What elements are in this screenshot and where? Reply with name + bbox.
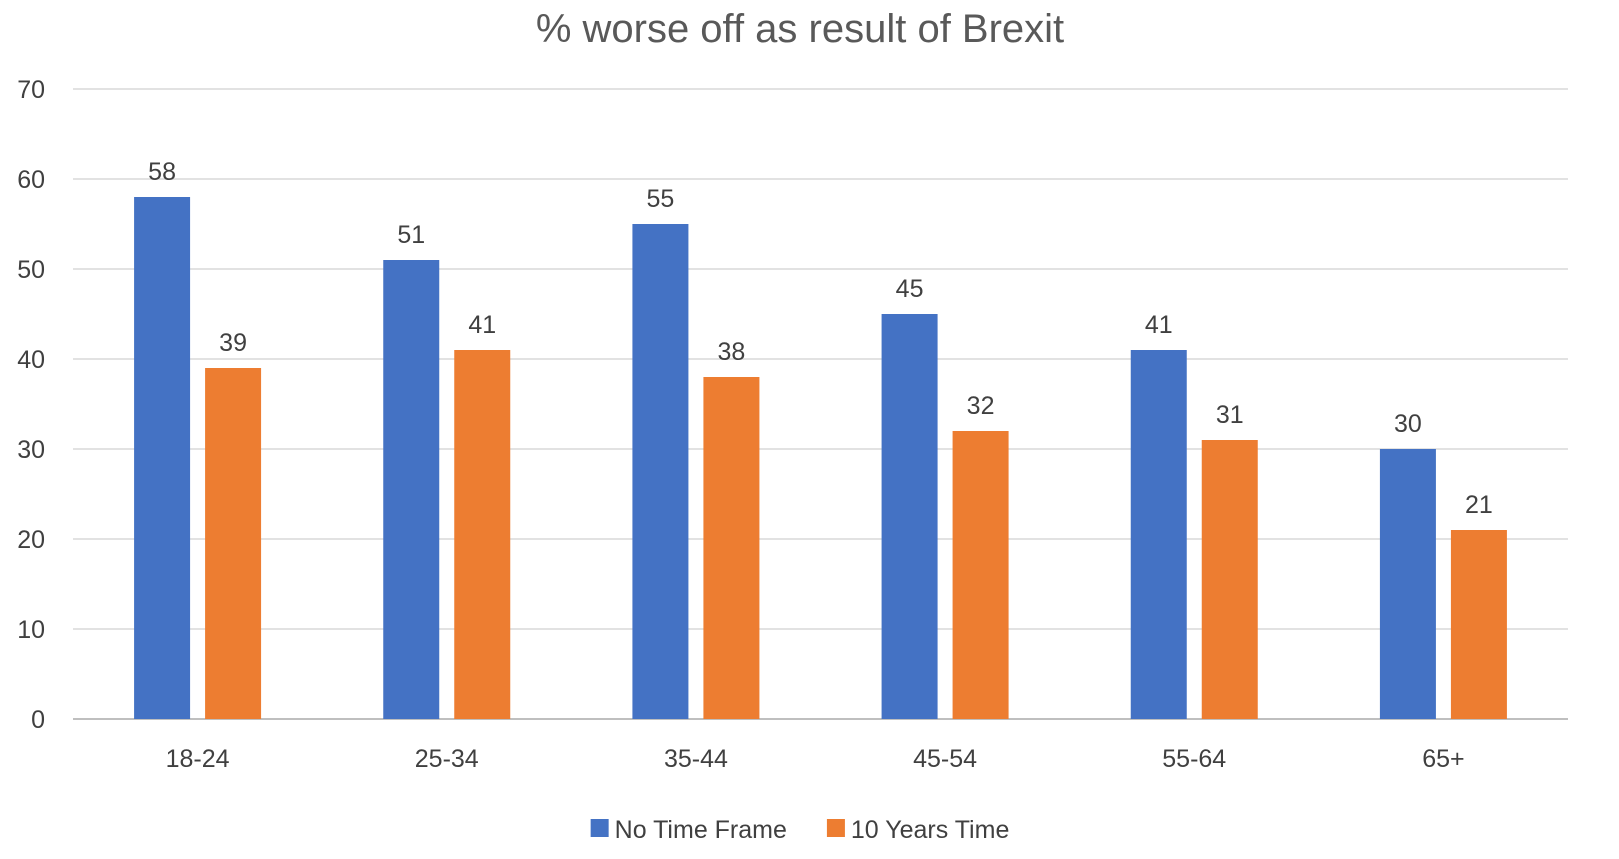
x-tick-label: 18-24 xyxy=(166,745,230,773)
bar-no-time-frame-35-44 xyxy=(632,224,689,719)
data-label: 31 xyxy=(1216,401,1244,429)
data-label: 38 xyxy=(718,338,746,366)
x-tick-label: 25-34 xyxy=(415,745,479,773)
legend: No Time Frame 10 Years Time xyxy=(590,816,1009,844)
data-label: 51 xyxy=(397,221,425,249)
x-tick-label: 55-64 xyxy=(1162,745,1226,773)
data-label: 32 xyxy=(967,392,995,420)
bar-10-years-time-18-24 xyxy=(205,368,262,719)
x-tick-label: 35-44 xyxy=(664,745,728,773)
data-labels: 58 39 51 41 55 38 45 32 41 31 30 21 xyxy=(148,158,1493,519)
data-label: 41 xyxy=(468,311,496,339)
data-label: 45 xyxy=(896,275,924,303)
data-label: 30 xyxy=(1394,410,1422,438)
legend-label: 10 Years Time xyxy=(851,816,1009,844)
data-label: 41 xyxy=(1145,311,1173,339)
bar-no-time-frame-55-64 xyxy=(1130,350,1187,719)
y-tick-label: 50 xyxy=(17,256,45,284)
legend-swatch xyxy=(826,819,845,837)
data-label: 21 xyxy=(1465,491,1493,519)
y-tick-label: 30 xyxy=(17,436,45,464)
legend-item-no-time-frame: No Time Frame xyxy=(590,816,787,844)
bar-no-time-frame-65+ xyxy=(1379,449,1436,719)
bar-10-years-time-65+ xyxy=(1450,530,1507,719)
data-label: 39 xyxy=(219,329,247,357)
x-tick-label: 45-54 xyxy=(913,745,977,773)
y-tick-label: 20 xyxy=(17,526,45,554)
legend-swatch xyxy=(590,819,609,837)
bar-10-years-time-45-54 xyxy=(952,431,1009,719)
bar-no-time-frame-25-34 xyxy=(383,260,440,719)
data-label: 55 xyxy=(647,185,675,213)
bar-10-years-time-35-44 xyxy=(703,377,760,719)
legend-label: No Time Frame xyxy=(615,816,787,844)
y-tick-label: 0 xyxy=(31,706,45,734)
chart-title: % worse off as result of Brexit xyxy=(536,7,1064,51)
y-tick-label: 10 xyxy=(17,616,45,644)
bar-10-years-time-55-64 xyxy=(1201,440,1258,719)
bar-no-time-frame-18-24 xyxy=(134,197,191,719)
legend-item-10-years-time: 10 Years Time xyxy=(826,816,1009,844)
x-tick-label: 65+ xyxy=(1422,745,1464,773)
y-tick-label: 70 xyxy=(17,76,45,104)
bars xyxy=(134,197,1507,719)
bar-no-time-frame-45-54 xyxy=(881,314,938,719)
x-axis-ticks: 18-24 25-34 35-44 45-54 55-64 65+ xyxy=(166,745,1465,773)
y-tick-label: 60 xyxy=(17,166,45,194)
y-tick-label: 40 xyxy=(17,346,45,374)
y-axis-ticks: 0 10 20 30 40 50 60 70 xyxy=(17,76,45,734)
data-label: 58 xyxy=(148,158,176,186)
bar-10-years-time-25-34 xyxy=(454,350,511,719)
gridlines xyxy=(73,88,1568,720)
